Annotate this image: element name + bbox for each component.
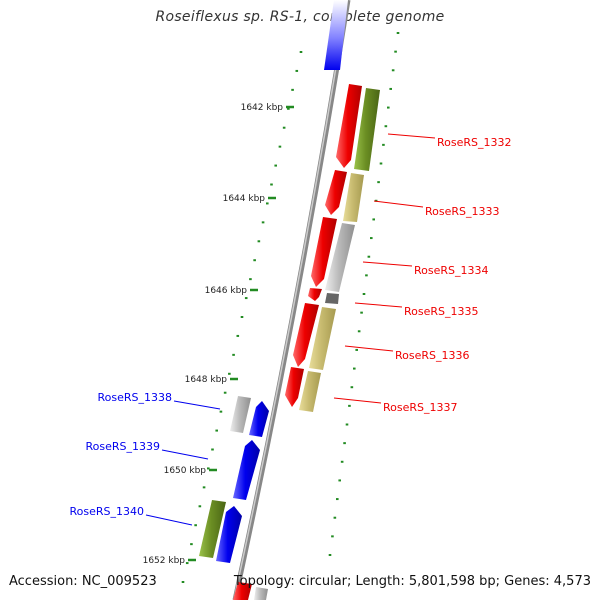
gene-callout-line: [333, 397, 382, 404]
gene-arrow-darkgray[interactable]: [325, 293, 339, 304]
gene-arrow-forward[interactable]: [308, 288, 322, 301]
kbp-tick-label: 1644 kbp: [223, 194, 266, 204]
gene-callout-line: [387, 133, 436, 139]
gene-label-forward[interactable]: RoseRS_1334: [414, 264, 489, 277]
gene-arrow-khaki[interactable]: [343, 173, 364, 222]
gene-label-forward[interactable]: RoseRS_1336: [395, 349, 470, 362]
accession-text: Accession: NC_009523: [9, 574, 157, 589]
gene-callout-line: [161, 449, 209, 460]
gene-callout-line: [145, 514, 193, 526]
gene-label-forward[interactable]: RoseRS_1335: [404, 305, 479, 318]
tick-dots: [181, 32, 400, 583]
genome-backbone-highlight: [233, 0, 348, 600]
gene-arrow-gray[interactable]: [230, 396, 251, 433]
gene-arrow-khaki[interactable]: [309, 307, 336, 370]
genome-backbone: [232, 0, 351, 600]
tick-marks: [188, 105, 294, 562]
gene-top-fragment[interactable]: [324, 0, 348, 70]
gene-callout-line: [362, 261, 413, 267]
gene-callout-line: [173, 400, 221, 410]
gene-label-forward[interactable]: RoseRS_1337: [383, 401, 458, 414]
gene-arrow-gray[interactable]: [325, 223, 355, 292]
kbp-tick-label: 1646 kbp: [205, 286, 248, 296]
gene-arrow-forward[interactable]: [293, 303, 319, 367]
gene-arrow-forward[interactable]: [325, 170, 347, 215]
genome-title: Roseiflexus sp. RS-1, complete genome: [155, 9, 445, 25]
gene-label-reverse[interactable]: RoseRS_1338: [98, 391, 173, 404]
gene-arrow-olive[interactable]: [199, 500, 226, 558]
topology-text: Topology: circular; Length: 5,801,598 bp…: [233, 574, 591, 589]
gene-label-forward[interactable]: RoseRS_1333: [425, 205, 500, 218]
kbp-tick-label: 1650 kbp: [164, 466, 207, 476]
gene-callout-line: [373, 200, 424, 208]
gene-arrow-reverse[interactable]: [233, 440, 260, 500]
kbp-tick-label: 1648 kbp: [185, 375, 228, 385]
gene-arrow-forward[interactable]: [311, 217, 337, 287]
gene-label-reverse[interactable]: RoseRS_1340: [70, 505, 145, 518]
kbp-tick-label: 1642 kbp: [241, 103, 284, 113]
gene-arrow-reverse[interactable]: [249, 401, 269, 437]
kbp-tick-label: 1652 kbp: [143, 556, 186, 566]
gene-label-forward[interactable]: RoseRS_1332: [437, 136, 512, 149]
gene-arrow-forward[interactable]: [285, 367, 304, 407]
gene-arrow-forward[interactable]: [336, 84, 362, 168]
gene-callout-line: [354, 302, 403, 308]
gene-arrow-khaki[interactable]: [299, 371, 321, 412]
gene-arrow-forward[interactable]: [233, 582, 252, 600]
gene-arrow-olive[interactable]: [354, 88, 380, 171]
gene-callout-line: [344, 345, 394, 352]
tick-labels: 1642 kbp 1644 kbp 1646 kbp 1648 kbp 1650 kbp…: [143, 103, 284, 566]
gene-arrow-reverse[interactable]: [216, 506, 242, 563]
gene-label-reverse[interactable]: RoseRS_1339: [86, 440, 161, 453]
gene-labels: RoseRS_1332 RoseRS_1333 RoseRS_1334 RoseRS_…: [70, 133, 512, 526]
gene-arrow-gray[interactable]: [254, 587, 268, 600]
